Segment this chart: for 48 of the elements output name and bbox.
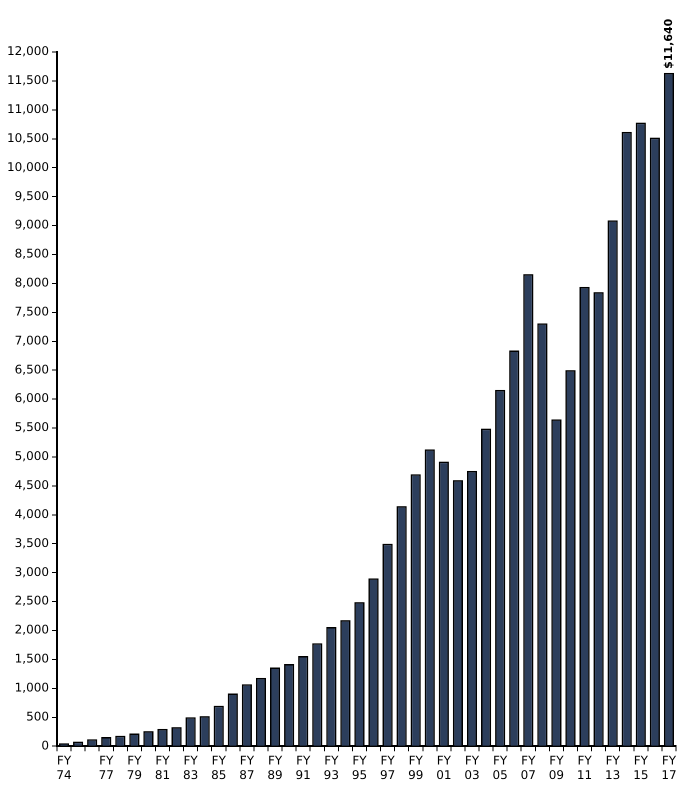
x-tick-label: FY 77 [98,754,114,782]
x-tick-label: FY 97 [380,754,396,782]
y-tick-label: 12,000 [6,44,49,58]
x-tick-label: FY 99 [408,754,424,782]
y-tick-label: 4,000 [14,506,49,521]
y-tick-label: 9,000 [14,218,49,232]
y-tick-label: 1,000 [14,680,49,694]
y-tick-label: 7,500 [14,304,49,318]
y-tick-label: 8,500 [14,246,49,261]
y-tick-label: 500 [26,709,49,724]
y-tick-label: 2,500 [14,594,49,608]
y-tick-label: 4,500 [14,478,49,492]
x-tick-label: FY 13 [605,754,620,782]
x-tick-label: FY 15 [633,754,649,782]
y-tick-label: 5,000 [14,449,49,464]
x-tick-label: FY 11 [576,754,592,782]
y-tick-label: 6,500 [14,362,49,376]
x-tick-label: FY 01 [436,754,452,782]
x-tick-label: FY 09 [548,754,564,782]
y-tick-label: 3,000 [14,564,49,579]
x-tick-label: FY 81 [154,754,170,782]
x-tick-label: FY 17 [661,754,677,782]
y-tick-label: 0 [41,738,49,752]
x-tick-label: FY 79 [126,754,142,782]
y-tick-label: 2,000 [14,622,49,637]
y-tick-label: 7,000 [14,333,49,348]
y-tick-label: 11,000 [6,102,49,116]
y-tick-label: 1,500 [14,652,49,666]
y-tick-label: 8,000 [14,276,49,290]
data-label: $11,640 [662,18,675,69]
x-tick-label: FY 89 [267,754,283,782]
y-tick-label: 10,500 [6,130,49,145]
x-tick-label: FY 91 [296,754,311,782]
x-tick-label: FY 83 [183,754,198,782]
x-tick-label: FY 85 [211,754,227,782]
x-tick-label: FY 74 [56,754,72,782]
y-tick-label: 10,000 [6,160,49,174]
x-tick-label: FY 87 [239,754,255,782]
y-tick-label: 5,500 [14,420,49,434]
y-tick-label: 6,000 [14,391,49,406]
y-tick-label: 3,500 [14,536,49,550]
x-tick-label: FY 03 [464,754,480,782]
x-tick-label: FY 95 [352,754,368,782]
x-tick-label: FY 93 [324,754,340,782]
y-tick-label: 9,500 [14,188,49,203]
y-tick-label: 11,500 [6,73,49,88]
x-tick-label: FY 05 [492,754,508,782]
x-tick-label: FY 07 [520,754,536,782]
